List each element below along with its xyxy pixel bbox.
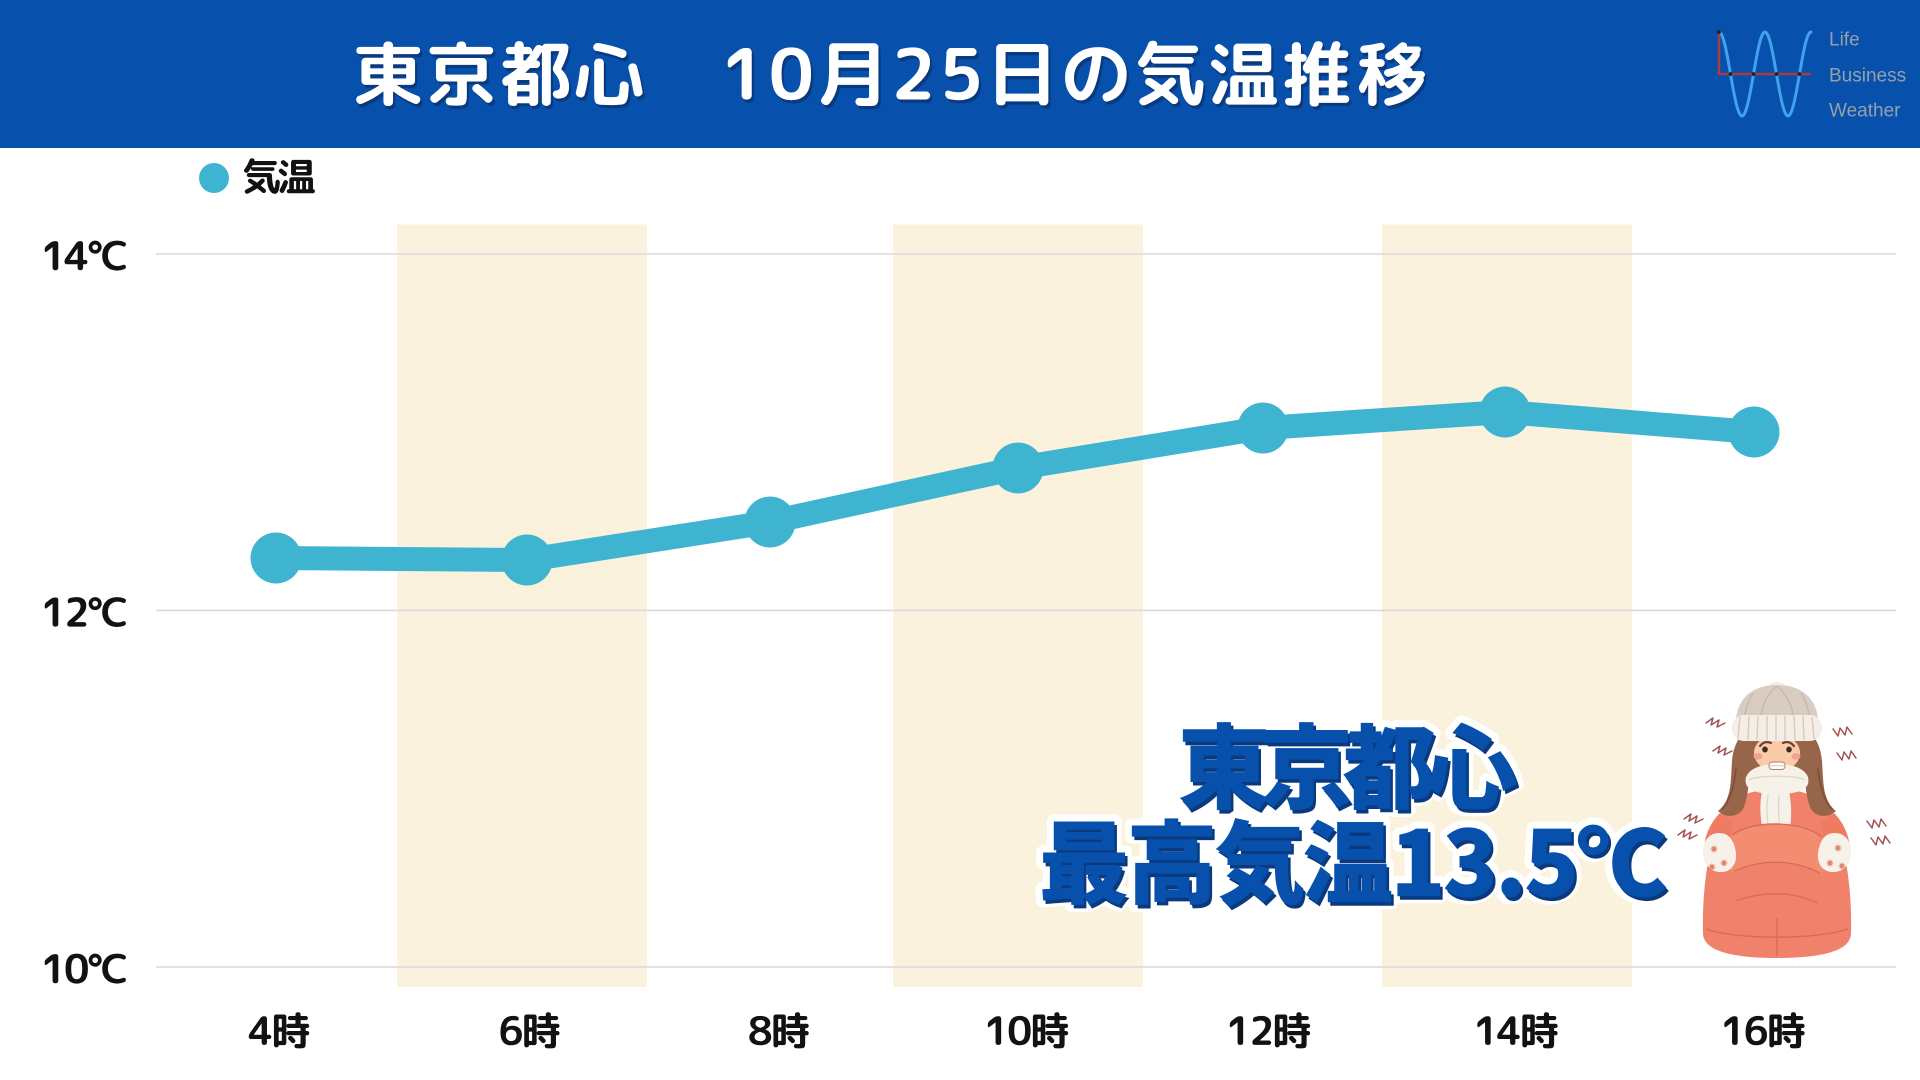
svg-text:Business: Business	[1829, 66, 1906, 87]
svg-text:Life: Life	[1829, 30, 1860, 51]
svg-text:Weather: Weather	[1829, 101, 1901, 122]
